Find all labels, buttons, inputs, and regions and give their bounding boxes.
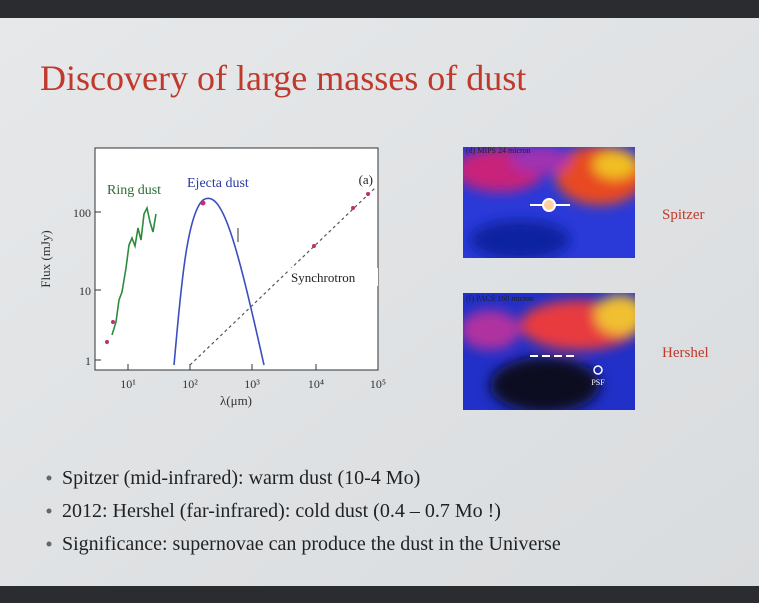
annotation-bg [288,268,378,286]
image-label: Spitzer [662,207,705,223]
bullet-text: Spitzer (mid-infrared): warm dust (10-4 … [62,467,420,489]
image-caption: (d) MIPS 24 micron [466,146,531,155]
annotation: Ring dust [107,183,161,198]
image-label: Hershel [662,345,709,361]
bullet-text: Significance: supernovae can produce the… [62,533,561,555]
plot: (a) Flux (mJy) λ(μm) 100 10 1 10¹ 10² 10³ 10⁴ 1… [38,147,386,408]
psf-marker: PSF [591,378,605,387]
y-tick-label: 10 [79,284,91,298]
annotation: Ejecta dust [187,176,249,191]
herschel-image: PSF [463,293,635,410]
bullet-dot [46,541,52,547]
x-tick-label: 10¹ [120,377,136,391]
x-tick-label: 10³ [244,377,260,391]
data-point [351,206,355,210]
slide-title: Discovery of large masses of dust [40,58,526,98]
data-point [105,340,109,344]
panel-label: (a) [359,172,373,187]
image-caption: (f) PACS 160 micron [466,294,534,303]
bullet-dot [46,475,52,481]
y-tick-label: 100 [73,206,91,220]
x-tick-label: 10⁵ [370,377,386,391]
y-tick-label: 1 [85,354,91,368]
annotation: Synchrotron [291,270,356,285]
data-point [111,320,115,324]
x-axis-label: λ(μm) [220,393,252,408]
x-tick-label: 10² [182,377,198,391]
bullet-list: Spitzer (mid-infrared): warm dust (10-4 … [46,467,561,555]
bullet-dot [46,508,52,514]
synchrotron-line [189,187,376,366]
data-point [366,192,370,196]
x-tick-label: 10⁴ [308,377,324,391]
y-axis-label: Flux (mJy) [38,230,53,287]
ring-dust-curve [111,205,157,336]
data-point [312,244,316,248]
plot-frame [94,147,379,371]
ejecta-dust-curve [173,197,265,366]
bullet-text: 2012: Hershel (far-infrared): cold dust … [62,500,501,522]
data-point [200,200,206,206]
spitzer-image [463,147,635,258]
